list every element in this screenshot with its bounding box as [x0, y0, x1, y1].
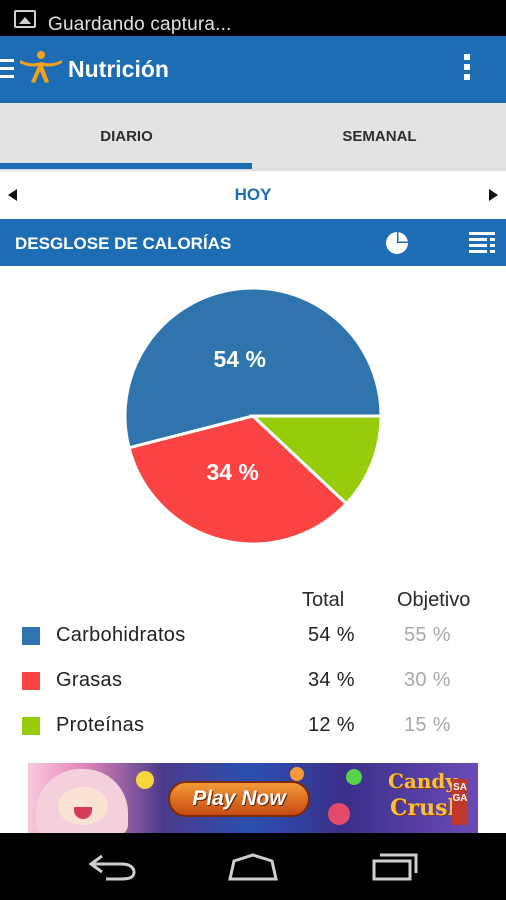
proteins-color-swatch [22, 717, 40, 735]
legend-row-name: Carbohidratos [56, 624, 186, 646]
ad-character [36, 769, 128, 833]
pie-slice-grasas [127, 414, 349, 546]
pie-label-carbohidratos: 54 % [214, 346, 266, 372]
logo-tag-saga: SAGA [452, 779, 468, 825]
app-title: Nutrición [68, 56, 169, 82]
menu-icon[interactable] [0, 59, 14, 79]
candy-crush-logo: Candy Crush SAGA [388, 765, 474, 831]
legend-row-total: 54 % [308, 624, 355, 646]
tab-shadow [0, 169, 506, 172]
column-header-goal: Objetivo [397, 589, 471, 611]
notification-text: Guardando captura... [48, 14, 232, 35]
calorie-pie-chart: 54 % 34 % [0, 266, 506, 576]
carbs-color-swatch [22, 627, 40, 645]
legend-row-name: Proteínas [56, 714, 145, 736]
column-header-total: Total [302, 589, 345, 611]
candy-decoration [346, 769, 362, 785]
previous-day-arrow-icon[interactable] [8, 189, 17, 201]
legend-row-total: 34 % [308, 669, 355, 691]
ad-banner[interactable]: Play Now Candy Crush SAGA [28, 763, 478, 833]
tab-diario[interactable]: DIARIO [100, 128, 153, 145]
candy-decoration [328, 803, 350, 825]
tab-bar: DIARIO SEMANAL [0, 103, 506, 171]
section-header: DESGLOSE DE CALORÍAS [0, 219, 506, 266]
date-label[interactable]: HOY [234, 185, 272, 204]
status-bar: Guardando captura... [0, 0, 506, 36]
legend-row-goal: 30 % [404, 669, 451, 691]
overflow-menu-icon[interactable] [464, 54, 472, 84]
candy-decoration [290, 767, 304, 781]
recent-apps-icon[interactable] [372, 851, 420, 881]
candy-decoration [136, 771, 154, 789]
ad-character-face [58, 787, 108, 825]
ad-character-mouth [74, 807, 92, 819]
legend-row-total: 12 % [308, 714, 355, 736]
legend-row-goal: 55 % [404, 624, 451, 646]
app-bar: Nutrición [0, 36, 506, 103]
legend-row-name: Grasas [56, 669, 123, 691]
list-view-icon[interactable] [469, 232, 495, 254]
pie-label-grasas: 34 % [206, 459, 258, 485]
legend-row-fats: Grasas 34 % 30 % [0, 662, 506, 706]
pie-chart-svg: 54 % 34 % [123, 286, 383, 546]
tab-semanal[interactable]: SEMANAL [342, 128, 417, 145]
date-navigator: HOY [0, 172, 506, 218]
pie-chart-icon[interactable] [385, 231, 409, 255]
logo-word-crush: Crush [390, 795, 464, 821]
image-icon [14, 10, 36, 28]
play-now-button[interactable]: Play Now [168, 781, 310, 817]
next-day-arrow-icon[interactable] [489, 189, 498, 201]
tab-indicator [0, 163, 252, 169]
back-icon[interactable] [88, 853, 136, 881]
legend-row-carbs: Carbohidratos 54 % 55 % [0, 617, 506, 661]
home-icon[interactable] [226, 853, 280, 881]
logo-icon [20, 51, 62, 83]
pie-slice-carbohidratos [123, 286, 383, 450]
pie-slice-proteínas [249, 414, 383, 506]
fats-color-swatch [22, 672, 40, 690]
system-nav-bar [0, 833, 506, 900]
legend-row-proteins: Proteínas 12 % 15 % [0, 707, 506, 751]
section-title: DESGLOSE DE CALORÍAS [15, 234, 232, 253]
macro-legend-table: Total Objetivo Carbohidratos 54 % 55 % G… [0, 580, 506, 760]
legend-row-goal: 15 % [404, 714, 451, 736]
logo-word-candy: Candy [388, 769, 458, 793]
